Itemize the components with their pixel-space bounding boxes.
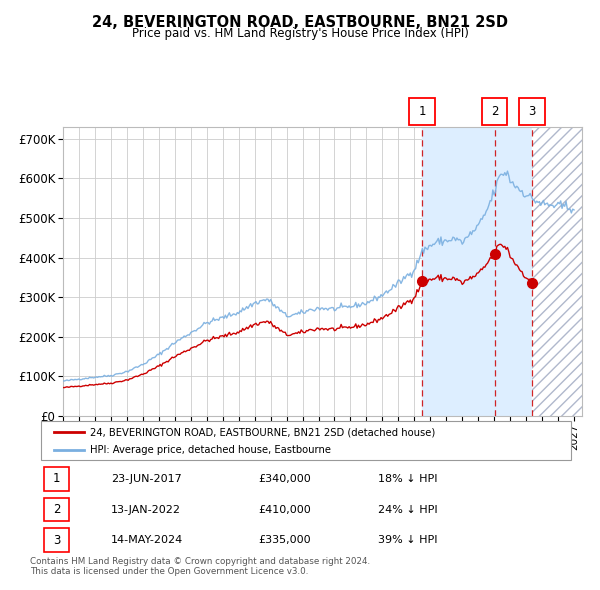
Text: Contains HM Land Registry data © Crown copyright and database right 2024.
This d: Contains HM Land Registry data © Crown c… bbox=[30, 557, 370, 576]
Text: 23-JUN-2017: 23-JUN-2017 bbox=[111, 474, 182, 484]
Text: 2: 2 bbox=[53, 503, 60, 516]
Text: 1: 1 bbox=[53, 473, 60, 486]
Text: 18% ↓ HPI: 18% ↓ HPI bbox=[378, 474, 437, 484]
Bar bbox=[422, 127, 532, 416]
Text: 3: 3 bbox=[529, 105, 536, 118]
Text: 13-JAN-2022: 13-JAN-2022 bbox=[111, 504, 181, 514]
Text: 24, BEVERINGTON ROAD, EASTBOURNE, BN21 2SD: 24, BEVERINGTON ROAD, EASTBOURNE, BN21 2… bbox=[92, 15, 508, 30]
Bar bbox=[532, 127, 582, 416]
Text: 1: 1 bbox=[418, 105, 426, 118]
Bar bbox=[532, 127, 582, 416]
Text: 24% ↓ HPI: 24% ↓ HPI bbox=[378, 504, 437, 514]
Text: 14-MAY-2024: 14-MAY-2024 bbox=[111, 535, 183, 545]
Text: 39% ↓ HPI: 39% ↓ HPI bbox=[378, 535, 437, 545]
Text: 24, BEVERINGTON ROAD, EASTBOURNE, BN21 2SD (detached house): 24, BEVERINGTON ROAD, EASTBOURNE, BN21 2… bbox=[90, 427, 435, 437]
Text: £335,000: £335,000 bbox=[258, 535, 311, 545]
Text: HPI: Average price, detached house, Eastbourne: HPI: Average price, detached house, East… bbox=[90, 445, 331, 455]
Text: 3: 3 bbox=[53, 534, 60, 547]
Text: 2: 2 bbox=[491, 105, 499, 118]
Text: £410,000: £410,000 bbox=[258, 504, 311, 514]
Text: Price paid vs. HM Land Registry's House Price Index (HPI): Price paid vs. HM Land Registry's House … bbox=[131, 27, 469, 40]
Text: £340,000: £340,000 bbox=[258, 474, 311, 484]
